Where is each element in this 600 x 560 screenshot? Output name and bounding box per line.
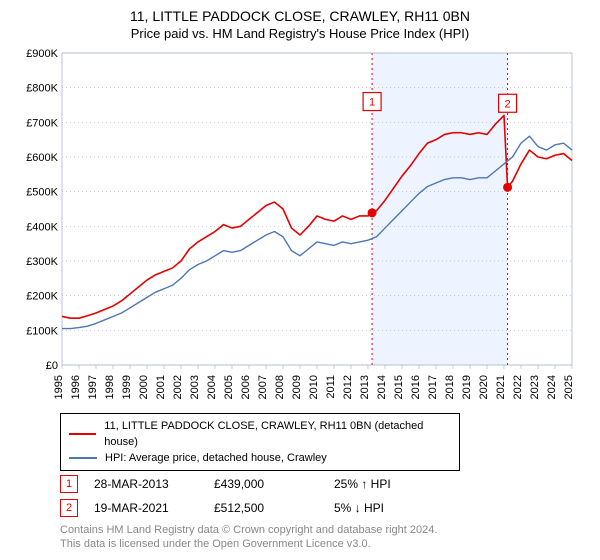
marker-id-box: 1 — [60, 475, 78, 493]
marker-row: 2 19-MAR-2021£512,5005% ↓ HPI — [60, 499, 586, 517]
marker-date: 19-MAR-2021 — [94, 501, 214, 515]
svg-text:2019: 2019 — [461, 375, 473, 399]
svg-text:1: 1 — [369, 97, 375, 109]
svg-text:£700K: £700K — [26, 117, 58, 129]
svg-text:2014: 2014 — [376, 375, 388, 399]
svg-text:2010: 2010 — [308, 375, 320, 399]
svg-text:2012: 2012 — [342, 375, 354, 399]
svg-text:2024: 2024 — [546, 375, 558, 399]
marker-delta: 5% ↓ HPI — [334, 501, 454, 515]
legend-label: 11, LITTLE PADDOCK CLOSE, CRAWLEY, RH11 … — [104, 418, 451, 450]
svg-text:2022: 2022 — [512, 375, 524, 399]
svg-text:1996: 1996 — [70, 375, 82, 399]
svg-text:£900K: £900K — [26, 48, 58, 60]
svg-text:2013: 2013 — [359, 375, 371, 399]
svg-text:1999: 1999 — [121, 375, 133, 399]
svg-text:2025: 2025 — [563, 375, 575, 399]
svg-text:£500K: £500K — [26, 187, 58, 199]
footer-attribution: Contains HM Land Registry data © Crown c… — [60, 523, 586, 551]
marker-price: £439,000 — [214, 477, 334, 491]
footer-line2: This data is licensed under the Open Gov… — [60, 537, 586, 551]
svg-text:2007: 2007 — [257, 375, 269, 399]
svg-text:£300K: £300K — [26, 256, 58, 268]
legend-row: HPI: Average price, detached house, Craw… — [69, 450, 451, 466]
svg-text:2021: 2021 — [495, 375, 507, 399]
svg-text:2008: 2008 — [274, 375, 286, 399]
svg-text:£200K: £200K — [26, 291, 58, 303]
svg-text:2020: 2020 — [478, 375, 490, 399]
chart-title: 11, LITTLE PADDOCK CLOSE, CRAWLEY, RH11 … — [14, 8, 586, 24]
legend-label: HPI: Average price, detached house, Craw… — [105, 450, 327, 466]
chart-container: 11, LITTLE PADDOCK CLOSE, CRAWLEY, RH11 … — [0, 0, 600, 560]
svg-text:1998: 1998 — [104, 375, 116, 399]
legend-swatch — [69, 433, 96, 435]
svg-text:£800K: £800K — [26, 83, 58, 95]
marker-delta: 25% ↑ HPI — [334, 477, 454, 491]
legend-swatch — [69, 457, 97, 459]
svg-text:£600K: £600K — [26, 152, 58, 164]
svg-text:£400K: £400K — [26, 221, 58, 233]
svg-text:1995: 1995 — [53, 375, 65, 399]
chart-svg: £0 £100K £200K £300K £400K £500K £600K £700K £80… — [16, 47, 576, 407]
marker-price: £512,500 — [214, 501, 334, 515]
svg-text:2: 2 — [505, 98, 511, 110]
svg-text:2017: 2017 — [427, 375, 439, 399]
svg-text:2016: 2016 — [410, 375, 422, 399]
svg-text:2015: 2015 — [393, 375, 405, 399]
svg-text:2009: 2009 — [291, 375, 303, 399]
svg-text:2018: 2018 — [444, 375, 456, 399]
chart-plot: £0 £100K £200K £300K £400K £500K £600K £700K £80… — [16, 47, 576, 407]
marker-row: 1 28-MAR-2013£439,00025% ↑ HPI — [60, 475, 586, 493]
svg-text:2000: 2000 — [138, 375, 150, 399]
svg-text:£0: £0 — [46, 360, 58, 372]
svg-text:2001: 2001 — [155, 375, 167, 399]
svg-text:2006: 2006 — [240, 375, 252, 399]
svg-text:2002: 2002 — [172, 375, 184, 399]
svg-text:2003: 2003 — [189, 375, 201, 399]
svg-text:1997: 1997 — [87, 375, 99, 399]
chart-subtitle: Price paid vs. HM Land Registry's House … — [14, 26, 586, 41]
legend-row: 11, LITTLE PADDOCK CLOSE, CRAWLEY, RH11 … — [69, 418, 451, 450]
svg-text:2005: 2005 — [223, 375, 235, 399]
legend: 11, LITTLE PADDOCK CLOSE, CRAWLEY, RH11 … — [60, 413, 460, 471]
marker-table: 1 28-MAR-2013£439,00025% ↑ HPI 2 19-MAR-202… — [60, 475, 586, 517]
svg-text:2011: 2011 — [325, 375, 337, 399]
svg-text:2004: 2004 — [206, 375, 218, 399]
footer-line1: Contains HM Land Registry data © Crown c… — [60, 523, 586, 537]
svg-text:2023: 2023 — [529, 375, 541, 399]
marker-id-box: 2 — [60, 499, 78, 517]
svg-text:£100K: £100K — [26, 325, 58, 337]
marker-date: 28-MAR-2013 — [94, 477, 214, 491]
